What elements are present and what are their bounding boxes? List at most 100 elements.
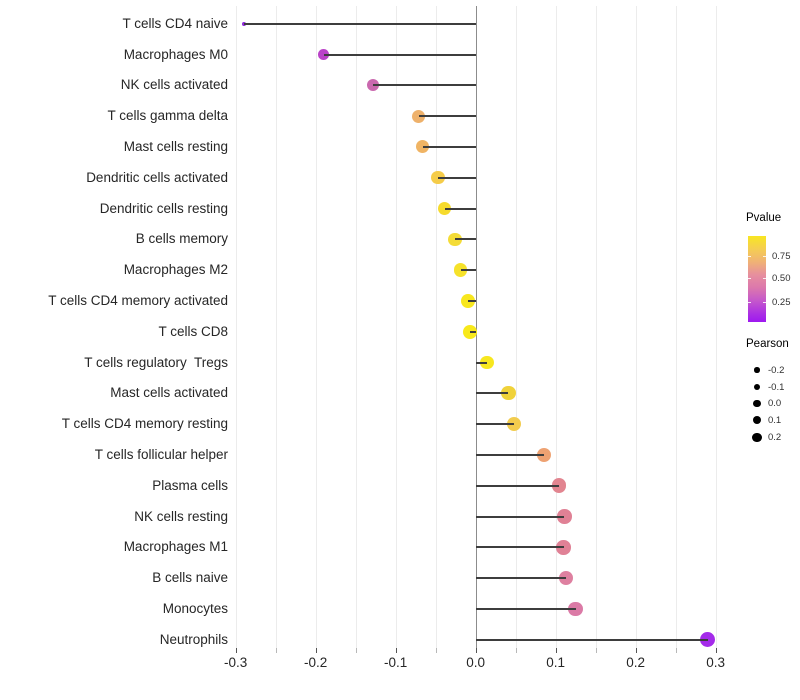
pvalue-colorbar [748,236,766,322]
lollipop-stem [475,638,708,641]
x-axis-tick [675,648,677,653]
x-axis-tick-label: -0.2 [304,655,328,670]
lollipop-dot [558,570,574,586]
lollipop-stem [475,515,565,518]
colorbar-tick [763,302,766,303]
x-axis-tick-label: 0.0 [466,655,486,670]
y-axis-label: Mast cells resting [123,138,228,154]
x-gridline [395,6,397,648]
x-axis-tick-label: 0.3 [706,655,726,670]
x-gridline [595,6,597,648]
y-axis-label: T cells regulatory Tregs [84,354,228,370]
x-axis-tick [475,648,477,653]
lollipop-dot [453,263,468,277]
pvalue-colorbar-label: 0.75 [772,251,791,262]
x-axis-tick [435,648,437,653]
y-axis-label: B cells memory [135,231,228,247]
x-axis-tick [395,648,397,653]
lollipop-stem [475,546,564,549]
pearson-legend-label: 0.1 [768,414,782,426]
lollipop-stem [460,269,476,272]
y-axis-label: NK cells resting [134,508,228,524]
y-axis-label: Macrophages M2 [123,262,228,278]
lollipop-dot [551,478,567,493]
y-axis-label: T cells gamma delta [107,108,228,124]
x-axis-tick-label: -0.3 [224,655,248,670]
pvalue-legend-title: Pvalue [746,212,782,224]
pvalue-colorbar-label: 0.25 [772,297,791,308]
lollipop-stem [475,607,576,610]
x-gridline [235,6,237,648]
colorbar-tick [748,302,751,303]
x-gridline [315,6,317,648]
lollipop-dot [479,355,494,370]
pearson-legend-title: Pearson [746,338,789,350]
y-axis-label: Dendritic cells resting [99,200,228,216]
y-axis-label: Mast cells activated [110,385,228,401]
x-axis-tick [555,648,557,653]
lollipop-stem [243,22,476,25]
zero-reference-line [475,6,477,648]
y-axis-label: T cells CD4 memory activated [48,292,228,308]
y-axis-label: B cells naive [152,570,228,586]
pearson-legend-label: -0.1 [768,381,785,393]
x-axis-tick-label: 0.2 [626,655,646,670]
y-axis-label: T cells follicular helper [94,446,228,462]
pearson-legend-dot [753,383,761,391]
y-axis-label: Dendritic cells activated [86,169,228,185]
x-gridline [675,6,677,648]
lollipop-stem [475,361,487,364]
x-axis-tick [355,648,357,653]
colorbar-tick [748,256,751,257]
x-gridline [715,6,717,648]
lollipop-dot [536,447,551,463]
lollipop-stem [475,484,559,487]
colorbar-tick [748,278,751,279]
lollipop-stem [323,53,476,56]
lollipop-stem [470,330,476,333]
y-axis-label: Neutrophils [159,631,228,647]
lollipop-dot [437,201,452,216]
lollipop-stem [475,392,509,395]
y-axis-label: T cells CD4 memory resting [61,416,228,432]
lollipop-stem [475,453,544,456]
lollipop-dot [700,632,716,648]
lollipop-stem [444,207,476,210]
x-axis-tick [235,648,237,653]
lollipop-stem [475,577,567,580]
pearson-legend-dot [754,367,760,373]
x-axis-tick-label: -0.1 [384,655,408,670]
x-gridline [635,6,637,648]
pvalue-colorbar-label: 0.50 [772,273,791,284]
lollipop-dot [556,540,571,555]
lollipop-dot [463,324,477,339]
lollipop-dot [557,509,572,524]
lollipop-dot [501,386,516,401]
y-axis-label: T cells CD8 [158,323,228,339]
x-axis-tick [635,648,637,653]
pvalue-legend: Pvalue 0.75 0.50 0.25 [746,212,800,322]
pearson-legend-dot [752,432,762,443]
lollipop-stem [422,145,476,148]
x-axis-tick [715,648,717,653]
pearson-legend-label: 0.2 [768,432,782,443]
x-gridline [435,6,437,648]
y-axis-label: NK cells activated [120,77,228,93]
lollipop-stem [418,115,476,118]
y-axis-label: Macrophages M0 [123,46,228,62]
pearson-legend: Pearson -0.2 -0.1 0.0 0.1 0.2 [746,338,800,442]
lollipop-stem [438,176,476,179]
y-axis-label: T cells CD4 naive [122,15,228,31]
x-axis-tick [275,648,277,653]
pearson-legend-label: -0.2 [768,364,785,376]
lollipop-stem [475,423,515,426]
x-gridline [355,6,357,648]
pearson-legend-dot [753,399,761,408]
pearson-legend-dot [752,415,762,425]
x-axis-tick [595,648,597,653]
lollipop-stem [467,299,476,302]
y-axis-label: Plasma cells [152,477,228,493]
pearson-legend-label: 0.0 [768,398,782,409]
x-axis-tick-label: 0.1 [546,655,566,670]
